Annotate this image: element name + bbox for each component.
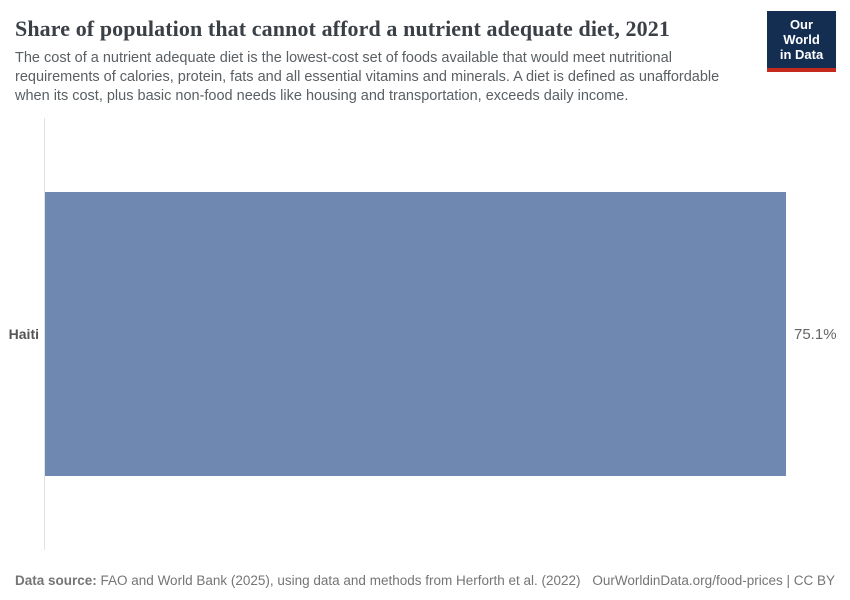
owid-logo-red-strip (767, 68, 836, 72)
entity-label-haiti[interactable]: Haiti (8, 326, 39, 342)
owid-logo-line2: in Data (779, 47, 824, 62)
bar-track (45, 192, 786, 476)
chart-subtitle: The cost of a nutrient adequate diet is … (15, 50, 720, 104)
page-title: Share of population that cannot afford a… (15, 16, 670, 41)
chart-footer: Data source: FAO and World Bank (2025), … (15, 573, 835, 588)
bar-haiti[interactable] (45, 192, 786, 476)
data-source-text: FAO and World Bank (2025), using data an… (96, 573, 581, 588)
owid-logo-box: Our World in Data (767, 11, 836, 68)
plot-area: Haiti 75.1% (0, 118, 850, 550)
owid-logo-line1: Our World (783, 17, 820, 47)
data-source: Data source: FAO and World Bank (2025), … (15, 573, 581, 588)
footer-link[interactable]: OurWorldinData.org/food-prices | CC BY (592, 573, 835, 588)
y-axis-line (44, 118, 45, 550)
value-label: 75.1% (794, 325, 837, 343)
owid-logo[interactable]: Our World in Data (767, 11, 836, 72)
data-source-label: Data source: (15, 573, 97, 588)
